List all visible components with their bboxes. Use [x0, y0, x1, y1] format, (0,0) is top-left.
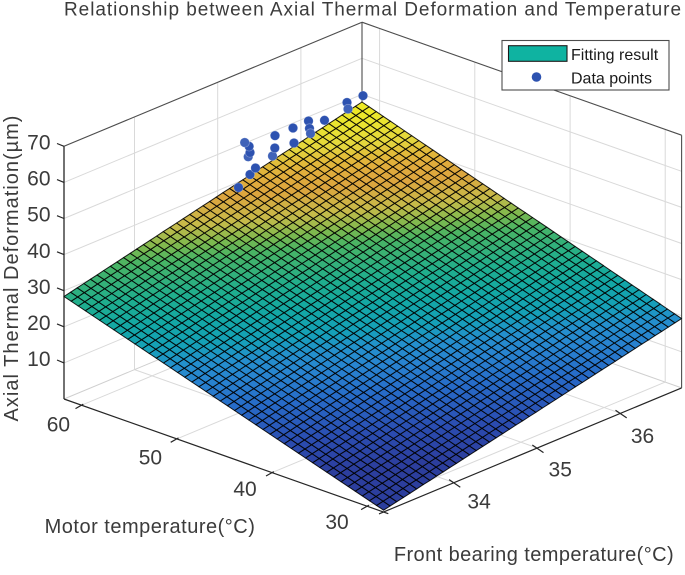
svg-text:70: 70: [27, 132, 50, 155]
svg-text:36: 36: [631, 425, 654, 448]
svg-text:50: 50: [139, 447, 162, 470]
svg-text:35: 35: [549, 459, 572, 482]
svg-text:Fitting result: Fitting result: [571, 47, 659, 64]
svg-text:30: 30: [325, 511, 348, 534]
svg-text:60: 60: [47, 414, 70, 437]
svg-text:Relationship between Axial The: Relationship between Axial Thermal Defor…: [64, 0, 682, 21]
svg-text:Data points: Data points: [571, 71, 652, 88]
svg-text:40: 40: [233, 478, 256, 501]
svg-text:Front bearing temperature(°C): Front bearing temperature(°C): [394, 544, 674, 566]
svg-text:60: 60: [27, 168, 50, 191]
svg-text:30: 30: [27, 276, 50, 299]
svg-text:Axial Thermal Deformation(µm): Axial Thermal Deformation(µm): [1, 115, 23, 422]
svg-text:20: 20: [27, 312, 50, 335]
svg-text:10: 10: [27, 348, 50, 371]
svg-text:34: 34: [467, 491, 491, 514]
svg-text:Motor temperature(°C): Motor temperature(°C): [45, 516, 256, 538]
svg-text:50: 50: [27, 204, 50, 227]
svg-text:40: 40: [27, 240, 50, 263]
